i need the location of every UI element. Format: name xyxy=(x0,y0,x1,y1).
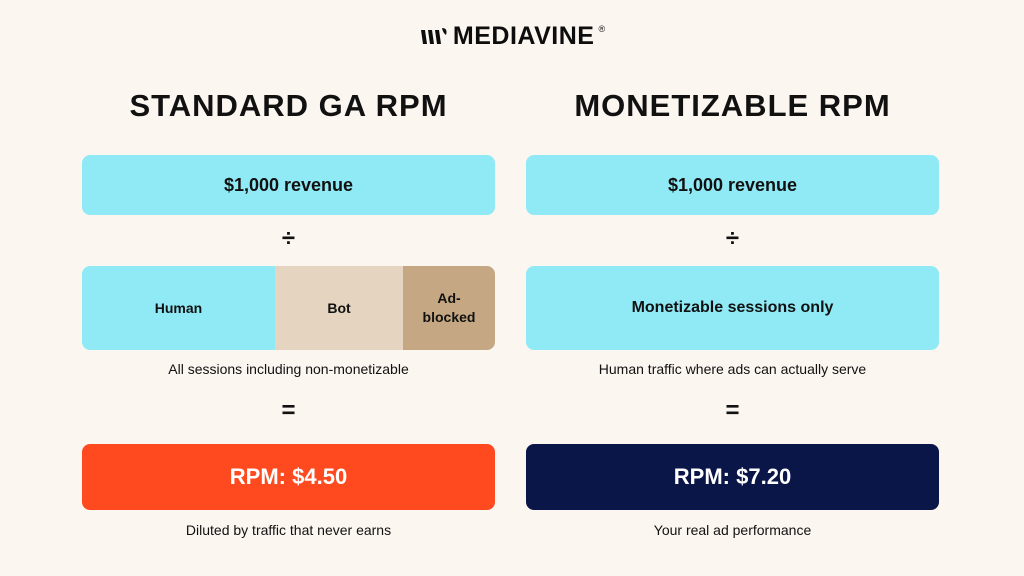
equals-sign: = xyxy=(281,397,296,424)
revenue-box: $1,000 revenue xyxy=(82,155,495,215)
rpm-result-box: RPM: $4.50 xyxy=(82,444,495,510)
column-title: STANDARD GA RPM xyxy=(129,88,448,123)
sessions-caption: All sessions including non-monetizable xyxy=(168,361,409,377)
rpm-caption: Your real ad performance xyxy=(653,522,812,538)
rpm-result-box: RPM: $7.20 xyxy=(526,444,939,510)
rpm-caption: Diluted by traffic that never earns xyxy=(185,522,392,538)
mediavine-logo: MEDIAVINE ® xyxy=(0,22,1024,51)
registered-mark: ® xyxy=(598,24,606,34)
segment-bot: Bot xyxy=(275,266,403,350)
sessions-caption: Human traffic where ads can actually ser… xyxy=(598,361,867,377)
mediavine-logo-icon xyxy=(420,27,447,44)
logo-wordmark: MEDIAVINE xyxy=(452,22,595,50)
column-title: MONETIZABLE RPM xyxy=(574,88,891,123)
monetizable-sessions-box: Monetizable sessions only xyxy=(526,266,939,350)
segment-adblocked: Ad-blocked xyxy=(403,266,495,350)
divide-sign: ÷ xyxy=(725,225,740,252)
equals-sign: = xyxy=(725,397,740,424)
segment-human: Human xyxy=(82,266,275,350)
revenue-box: $1,000 revenue xyxy=(526,155,939,215)
session-breakdown-bar: Human Bot Ad-blocked xyxy=(82,266,495,350)
divide-sign: ÷ xyxy=(281,225,296,252)
